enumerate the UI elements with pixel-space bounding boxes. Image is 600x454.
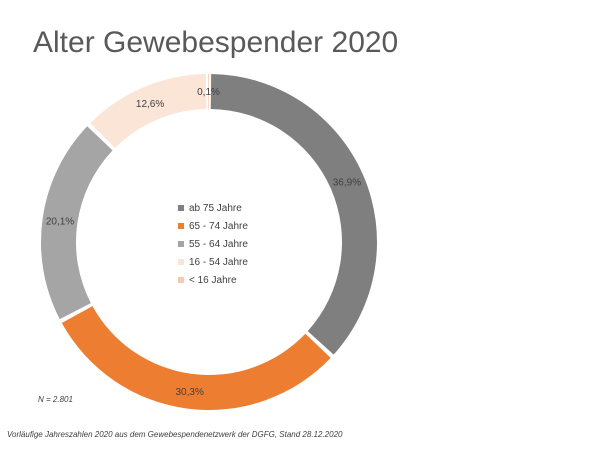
legend-swatch [178, 277, 184, 283]
legend-item-55-64: 55 - 64 Jahre [178, 235, 248, 253]
chart-legend: ab 75 Jahre 65 - 74 Jahre 55 - 64 Jahre … [178, 199, 248, 289]
data-label-65-74: 30,3% [175, 387, 203, 398]
legend-swatch [178, 223, 184, 229]
legend-swatch [178, 241, 184, 247]
donut-slice-55-64 [40, 126, 113, 320]
data-label-under-16: 0,1% [197, 87, 220, 98]
donut-slice-65-74 [61, 306, 331, 410]
legend-label: 65 - 74 Jahre [189, 220, 248, 232]
data-label-55-64: 20,1% [46, 216, 74, 227]
data-label-16-54: 12,6% [136, 99, 164, 110]
donut-slice-16-54 [90, 74, 207, 148]
legend-label: ab 75 Jahre [189, 202, 242, 214]
legend-label: 16 - 54 Jahre [189, 256, 248, 268]
data-label-ab-75: 36,9% [333, 177, 361, 188]
legend-item-16-54: 16 - 54 Jahre [178, 253, 248, 271]
legend-swatch [178, 259, 184, 265]
legend-item-under-16: < 16 Jahre [178, 271, 248, 289]
source-footnote: Vorläufige Jahreszahlen 2020 aus dem Gew… [7, 430, 343, 439]
donut-slice-under-16 [208, 74, 209, 110]
legend-item-ab-75: ab 75 Jahre [178, 199, 248, 217]
donut-slice-ab-75 [210, 74, 377, 355]
legend-item-65-74: 65 - 74 Jahre [178, 217, 248, 235]
legend-swatch [178, 205, 184, 211]
donut-slices [40, 74, 377, 410]
sample-size-note: N = 2.801 [38, 395, 73, 404]
legend-label: 55 - 64 Jahre [189, 238, 248, 250]
donut-labels: 36,9% 30,3% 20,1% 12,6% 0,1% [46, 87, 361, 398]
chart-title: Alter Gewebespender 2020 [33, 26, 399, 59]
legend-label: < 16 Jahre [189, 274, 237, 286]
